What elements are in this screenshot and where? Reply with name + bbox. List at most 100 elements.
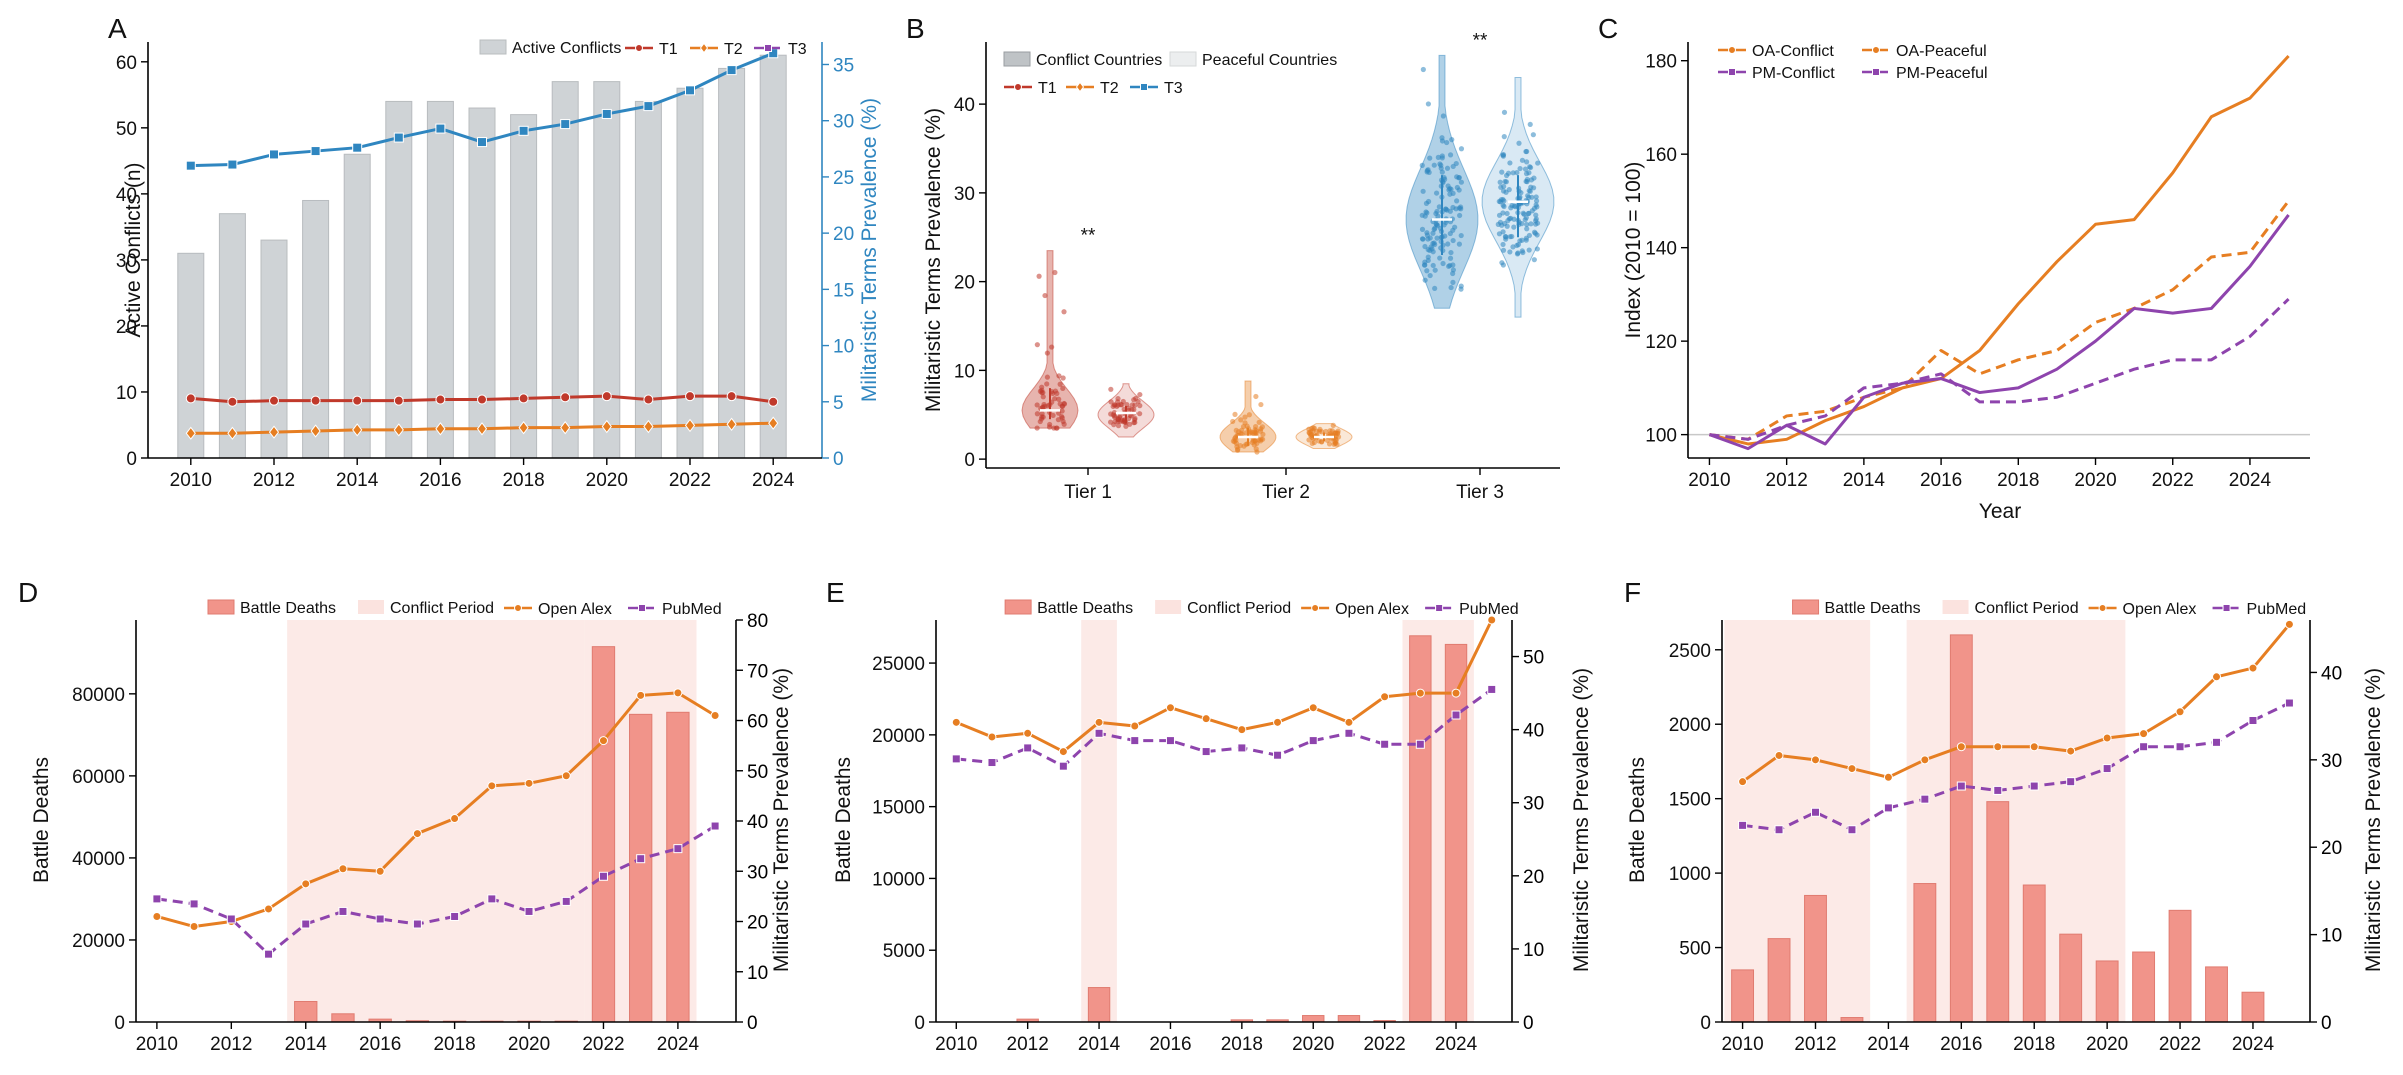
violin-point (1258, 426, 1264, 432)
pubmed-point (2139, 742, 2149, 752)
violin-point (1511, 216, 1517, 222)
violin-point (1060, 375, 1066, 381)
pubmed-point (152, 894, 162, 904)
violin-point (1535, 160, 1541, 166)
legend-open-alex-label: Open Alex (1335, 601, 1409, 618)
significance-marker: ** (1081, 226, 1096, 247)
violin-point (1524, 226, 1530, 232)
t2-point (726, 417, 737, 431)
panel-letter-a: A (108, 13, 127, 44)
violin-point (1456, 205, 1462, 211)
violin-point (1507, 249, 1513, 255)
legend-open-alex-marker (514, 604, 522, 612)
panel-b-y-tick-label: 20 (954, 273, 975, 294)
legend-b-t2-label: T2 (1100, 80, 1119, 97)
violin-point (1456, 175, 1462, 181)
violin-point (1450, 163, 1456, 170)
panel-e-x-tick-label: 2012 (1007, 1034, 1049, 1055)
open-alex-point (1380, 692, 1390, 702)
legend-t3-label: T3 (788, 41, 807, 58)
violin-point (1527, 164, 1534, 171)
panel-a-y2-tick-label: 35 (833, 55, 854, 76)
t2-point (476, 422, 488, 436)
panel-c-x-tick-label: 2020 (2074, 470, 2116, 491)
violin-point (1419, 162, 1425, 168)
legend-pubmed-label: PubMed (662, 601, 722, 618)
pubmed-point (450, 911, 460, 921)
violin-point (1056, 373, 1062, 379)
panel-c-x-tick-label: 2014 (1843, 470, 1886, 491)
conflict-period-shade (287, 620, 585, 1022)
violin-point (1424, 169, 1430, 175)
t2-point (768, 416, 779, 430)
panel-d-y2-tick-label: 70 (747, 661, 768, 682)
battle-deaths-bar (2168, 909, 2192, 1023)
violin-point (1432, 267, 1438, 273)
t3-point (643, 101, 654, 112)
panel-a-y2-tick-label: 10 (833, 337, 854, 358)
legend-pubmed-marker (638, 604, 646, 612)
open-alex-point (598, 736, 608, 746)
open-alex-point (1094, 717, 1104, 727)
legend-open-alex-label: Open Alex (538, 601, 612, 618)
panel-d-x-tick-label: 2010 (136, 1034, 178, 1055)
violin-point (1238, 417, 1244, 423)
panel-d-y2-tick-label: 10 (747, 963, 768, 984)
violin-point (1528, 184, 1534, 190)
violin-point (1425, 101, 1431, 107)
violin-point (1505, 218, 1511, 224)
violin-point (1434, 208, 1440, 215)
panel-f-y-tick-label: 1000 (1669, 864, 1711, 885)
pubmed-line (156, 824, 716, 956)
violin-point (1504, 223, 1510, 229)
legend-battle-deaths-label: Battle Deaths (240, 600, 336, 617)
t2-point (435, 422, 446, 436)
panel-f-x-tick-label: 2016 (1940, 1034, 1982, 1055)
panel-e-x-tick-label: 2010 (935, 1034, 977, 1055)
panel-e-x-tick-label: 2018 (1221, 1034, 1263, 1055)
battle-deaths-bar (1302, 1015, 1325, 1023)
violin-point (1061, 309, 1067, 315)
violin-point (1431, 162, 1437, 168)
legend-battle-deaths-label: Battle Deaths (1037, 600, 1133, 617)
violin-point (1115, 416, 1121, 423)
violin-point (1446, 263, 1452, 269)
violin-point (1252, 427, 1258, 433)
panel-d-y2-tick-label: 0 (747, 1013, 758, 1034)
violin-point (1516, 140, 1522, 146)
violin-point (1456, 241, 1462, 247)
violin-point (1434, 235, 1440, 241)
violin-point (1458, 146, 1465, 152)
panel-f-y2label: Militaristic Terms Prevalence (%) (2362, 668, 2385, 972)
panel-d-y2-tick-label: 50 (747, 762, 768, 783)
panel-d-x-tick-label: 2014 (285, 1034, 328, 1055)
open-alex-point (524, 778, 534, 788)
battle-deaths-bar (2205, 966, 2228, 1023)
panel-letter-c: C (1598, 13, 1618, 44)
panel-a-y-tick-label: 40 (116, 185, 137, 206)
violin-point (1054, 390, 1060, 397)
pubmed-point (1920, 794, 1930, 804)
violin-point (1440, 260, 1446, 267)
panel-d-y2-tick-label: 30 (747, 862, 768, 883)
panel-e: E 0 5000 10000 15000 20000 25000 0 10 20 30 40 50 201… (826, 577, 1593, 1055)
violin-point (1501, 134, 1507, 140)
panel-a-y-tick-label: 20 (116, 317, 137, 338)
pubmed-point (338, 906, 348, 916)
open-alex-point (1451, 688, 1461, 698)
t3-point (310, 146, 321, 157)
violin-point (1052, 269, 1058, 276)
violin-point (1522, 217, 1528, 223)
violin-point (1132, 415, 1138, 421)
violin-point (1423, 209, 1429, 215)
pubmed-point (1993, 785, 2003, 795)
panel-d-y2-tick-label: 80 (747, 611, 768, 632)
battle-deaths-bar (1949, 634, 1973, 1023)
battle-deaths-bar (1913, 883, 1937, 1023)
violin-point (1448, 249, 1454, 256)
battle-deaths-bar (591, 646, 616, 1023)
panel-f-y-tick-label: 500 (1679, 939, 1711, 960)
legend-pubmed-marker (2222, 604, 2231, 612)
open-alex-point (1487, 615, 1497, 625)
violin-point (1256, 419, 1262, 425)
